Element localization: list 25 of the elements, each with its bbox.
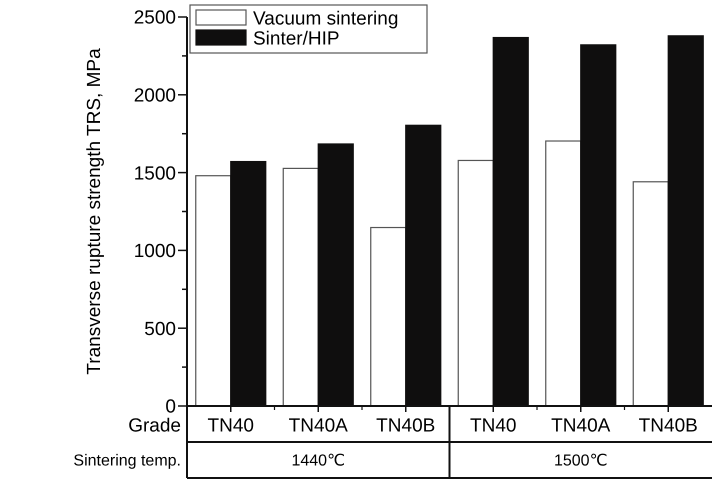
text: Sintering temp. [73, 452, 181, 470]
y-tick-label: 500 [144, 318, 176, 340]
bar [632, 181, 669, 407]
bar [545, 140, 582, 407]
bar [458, 160, 494, 407]
text: 1440℃ [291, 452, 346, 470]
x-tick-label: TN40A [288, 416, 348, 437]
legend-label: Sinter/HIP [253, 28, 340, 50]
bar [370, 226, 406, 407]
text: 1500℃ [554, 452, 608, 470]
y-tick-label: 1000 [134, 241, 176, 262]
x-tick-label: TN40B [638, 416, 698, 437]
y-axis-title: Transverse rupture strength TRS, MPa [84, 48, 105, 375]
y-tick-label: 2000 [134, 85, 176, 106]
y-tick-label: 0 [165, 396, 176, 418]
y-tick-label: 2500 [134, 8, 176, 29]
legend-label: Vacuum sintering [253, 8, 398, 30]
bar [282, 168, 319, 407]
x-tick-label: TN40 [208, 416, 254, 437]
text: Grade [128, 416, 181, 437]
bar [195, 175, 232, 407]
x-tick-label: TN40 [470, 416, 516, 437]
y-tick-label: 1500 [134, 163, 176, 184]
x-tick-label: TN40A [551, 416, 611, 437]
x-tick-label: TN40B [376, 416, 436, 437]
